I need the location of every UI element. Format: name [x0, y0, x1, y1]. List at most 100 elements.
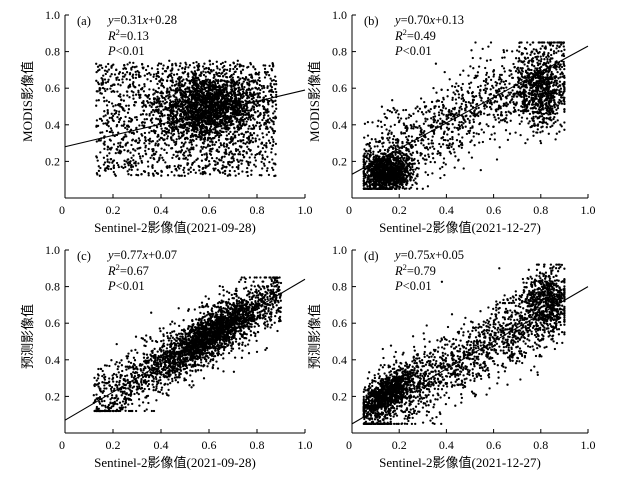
data-point	[158, 80, 162, 83]
data-point	[113, 112, 116, 116]
data-point	[207, 71, 211, 74]
data-point	[231, 119, 234, 123]
data-point	[151, 166, 154, 170]
data-point	[224, 60, 227, 64]
data-point	[267, 110, 270, 113]
data-point	[118, 118, 122, 121]
data-point	[163, 133, 166, 137]
data-point	[476, 71, 480, 74]
data-point	[132, 154, 135, 157]
data-point	[262, 96, 265, 99]
data-point	[189, 166, 192, 169]
data-point	[194, 171, 197, 174]
data-point	[252, 124, 255, 127]
data-point	[130, 168, 133, 172]
data-point	[247, 118, 250, 121]
data-point	[520, 120, 523, 123]
data-point	[232, 80, 236, 83]
data-point	[208, 127, 212, 130]
data-point	[183, 126, 186, 129]
data-point	[272, 120, 275, 124]
data-point	[225, 99, 228, 103]
data-point	[117, 120, 121, 124]
data-point	[258, 96, 262, 99]
data-point	[96, 90, 99, 93]
data-point	[257, 71, 261, 74]
data-point	[123, 120, 126, 123]
data-point	[246, 78, 250, 81]
data-point	[533, 122, 536, 125]
data-point	[511, 50, 514, 53]
data-point	[171, 100, 175, 103]
data-point	[188, 64, 192, 67]
data-point	[127, 164, 130, 167]
data-point	[505, 114, 508, 117]
data-point	[249, 118, 252, 122]
data-point	[471, 101, 474, 104]
data-point	[151, 149, 154, 153]
data-point	[411, 168, 415, 171]
data-point	[272, 122, 275, 126]
data-point	[195, 130, 198, 134]
data-point	[242, 122, 245, 125]
data-point	[199, 138, 203, 141]
data-point	[262, 162, 266, 165]
data-point	[418, 124, 421, 128]
data-point	[242, 139, 245, 142]
data-point	[543, 58, 546, 61]
data-point	[178, 76, 181, 79]
data-point	[246, 166, 249, 170]
data-point	[144, 153, 148, 156]
data-point	[274, 79, 278, 83]
data-point	[170, 84, 174, 87]
data-point	[240, 84, 244, 87]
data-point	[214, 128, 217, 131]
data-point	[470, 156, 474, 159]
data-point	[270, 69, 274, 72]
data-point	[206, 129, 209, 132]
data-point	[165, 100, 168, 104]
data-point	[128, 83, 132, 86]
data-point	[155, 72, 158, 76]
data-point	[237, 160, 240, 163]
data-point	[274, 153, 277, 156]
data-point	[174, 89, 177, 92]
data-point	[192, 146, 195, 149]
data-point	[191, 76, 195, 79]
data-point	[213, 136, 216, 140]
data-point	[440, 109, 444, 112]
data-point	[209, 63, 212, 66]
regression-equation: y=0.31x+0.28	[106, 13, 177, 27]
data-point	[148, 104, 151, 107]
data-point	[520, 116, 524, 119]
data-point	[208, 92, 211, 96]
data-point	[175, 110, 179, 113]
data-point	[519, 83, 523, 86]
x-tick-label: 0.6	[202, 203, 217, 217]
data-point	[250, 127, 253, 130]
data-point	[223, 64, 226, 68]
data-point	[560, 102, 564, 105]
data-point	[166, 88, 169, 91]
data-point	[245, 170, 248, 174]
data-point	[130, 166, 133, 169]
data-point	[156, 118, 160, 121]
data-point	[146, 99, 149, 103]
data-point	[230, 136, 233, 139]
data-point	[235, 130, 239, 133]
data-point	[104, 114, 107, 117]
data-point	[247, 163, 250, 167]
data-point	[213, 98, 216, 101]
data-point	[270, 88, 273, 91]
data-point	[102, 81, 105, 84]
data-point	[186, 147, 189, 150]
data-point	[146, 65, 150, 68]
data-point	[479, 168, 482, 172]
data-point	[202, 145, 205, 149]
data-point	[204, 164, 207, 167]
data-point	[236, 139, 240, 143]
data-point	[239, 97, 242, 100]
data-point	[237, 76, 240, 79]
data-point	[229, 107, 233, 111]
data-point	[195, 89, 199, 92]
